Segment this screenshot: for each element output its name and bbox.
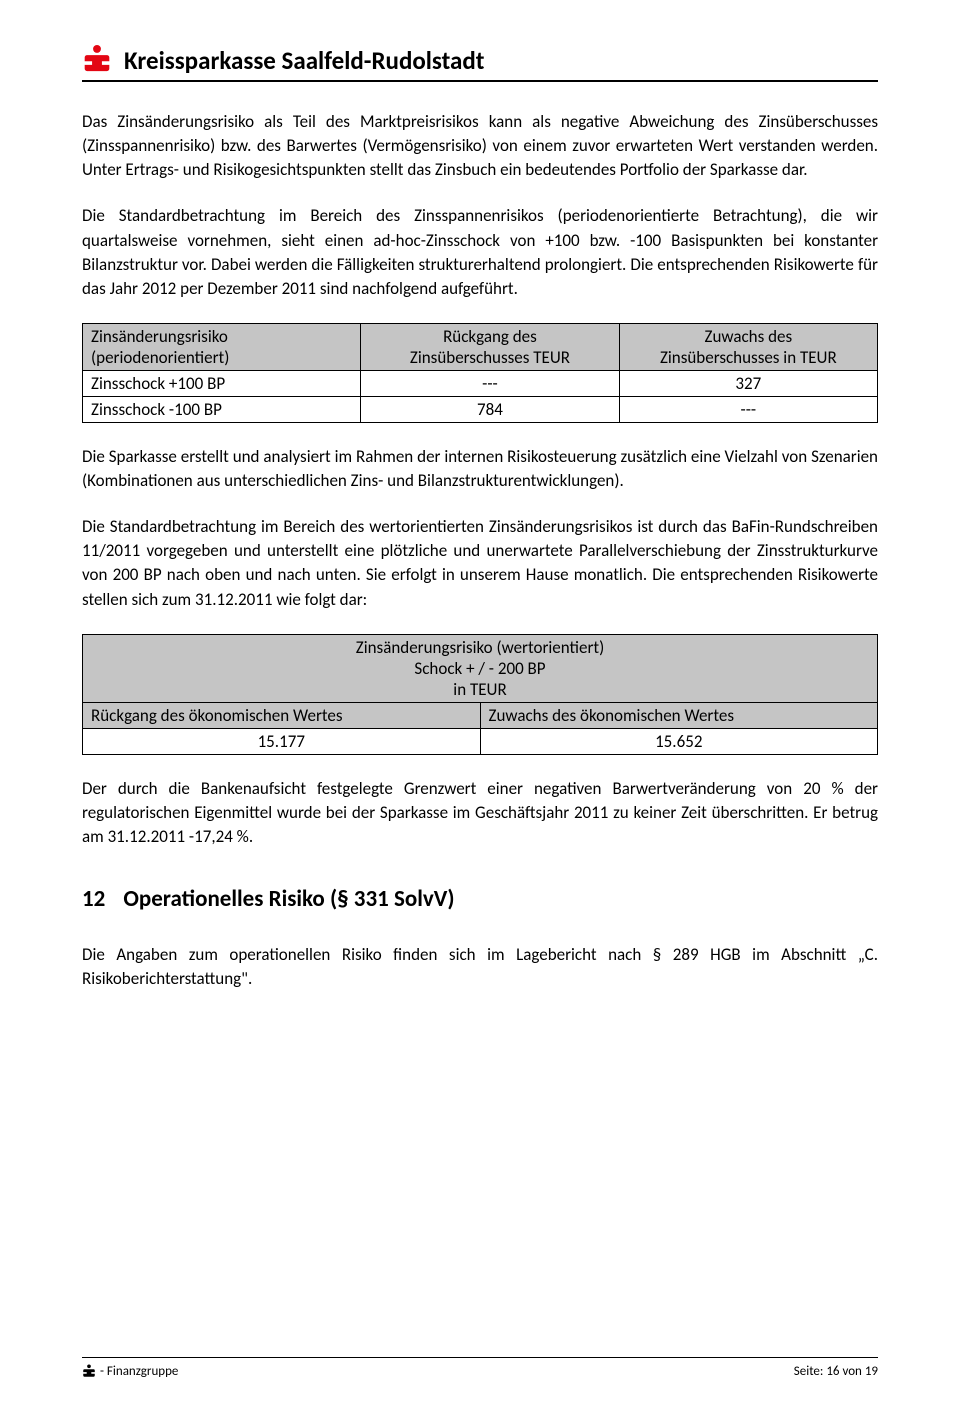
footer-page-number: Seite: 16 von 19 [794,1364,878,1379]
table-zinsaenderungsrisiko-wert: Zinsänderungsrisiko (wertorientiert) Sch… [82,634,878,755]
table-row: 15.177 15.652 [83,728,878,754]
table-cell: 327 [619,370,877,396]
body-paragraph: Die Angaben zum operationellen Risiko fi… [82,943,878,991]
table-header-cell: Zuwachs des ökonomischen Wertes [480,702,878,728]
table-cell: Zinsschock -100 BP [83,396,361,422]
sparkasse-logo-icon [82,1364,96,1379]
table-zinsaenderungsrisiko-perioden: Zinsänderungsrisiko (periodenorientiert)… [82,323,878,423]
table-cell: 784 [361,396,619,422]
cell-text: Zinsänderungsrisiko (wertorientiert) [356,637,605,658]
table-cell: Zinsschock +100 BP [83,370,361,396]
footer-left: - Finanzgruppe [82,1364,178,1379]
cell-text: Zinsüberschusses TEUR [410,347,570,368]
header-title: Kreissparkasse Saalfeld-Rudolstadt [124,45,484,76]
section-title: Operationelles Risiko (§ 331 SolvV) [123,885,454,913]
section-heading: 12 Operationelles Risiko (§ 331 SolvV) [82,885,878,913]
body-paragraph: Der durch die Bankenaufsicht festgelegte… [82,777,878,849]
table-header-cell: Zinsänderungsrisiko (periodenorientiert) [83,323,361,370]
cell-text: Rückgang des [443,326,537,347]
footer-group-text: - Finanzgruppe [100,1364,178,1379]
section-number: 12 [82,885,105,913]
header-rule [82,80,878,82]
body-paragraph: Die Standardbetrachtung im Bereich des Z… [82,204,878,301]
table-header-cell: Rückgang des Zinsüberschusses TEUR [361,323,619,370]
cell-text: in TEUR [453,679,506,700]
table-row: Zinsschock -100 BP 784 --- [83,396,878,422]
table-cell: 15.177 [83,728,481,754]
body-paragraph: Die Standardbetrachtung im Bereich des w… [82,515,878,612]
cell-text: Schock + / - 200 BP [414,658,545,679]
table-row: Zinsschock +100 BP --- 327 [83,370,878,396]
table-header-cell: Zuwachs des Zinsüberschusses in TEUR [619,323,877,370]
table-cell: --- [619,396,877,422]
cell-text: Zinsänderungsrisiko [91,326,228,347]
table-header-cell: Zinsänderungsrisiko (wertorientiert) Sch… [83,634,878,702]
cell-text: (periodenorientiert) [91,347,229,368]
body-paragraph: Das Zinsänderungsrisiko als Teil des Mar… [82,110,878,182]
cell-text: Zinsüberschusses in TEUR [660,347,837,368]
table-header-cell: Rückgang des ökonomischen Wertes [83,702,481,728]
table-cell: --- [361,370,619,396]
body-paragraph: Die Sparkasse erstellt und analysiert im… [82,445,878,493]
page-header: Kreissparkasse Saalfeld-Rudolstadt [82,44,878,76]
table-cell: 15.652 [480,728,878,754]
page-footer: - Finanzgruppe Seite: 16 von 19 [82,1357,878,1379]
cell-text: Zuwachs des [704,326,792,347]
sparkasse-logo-icon [82,44,112,76]
